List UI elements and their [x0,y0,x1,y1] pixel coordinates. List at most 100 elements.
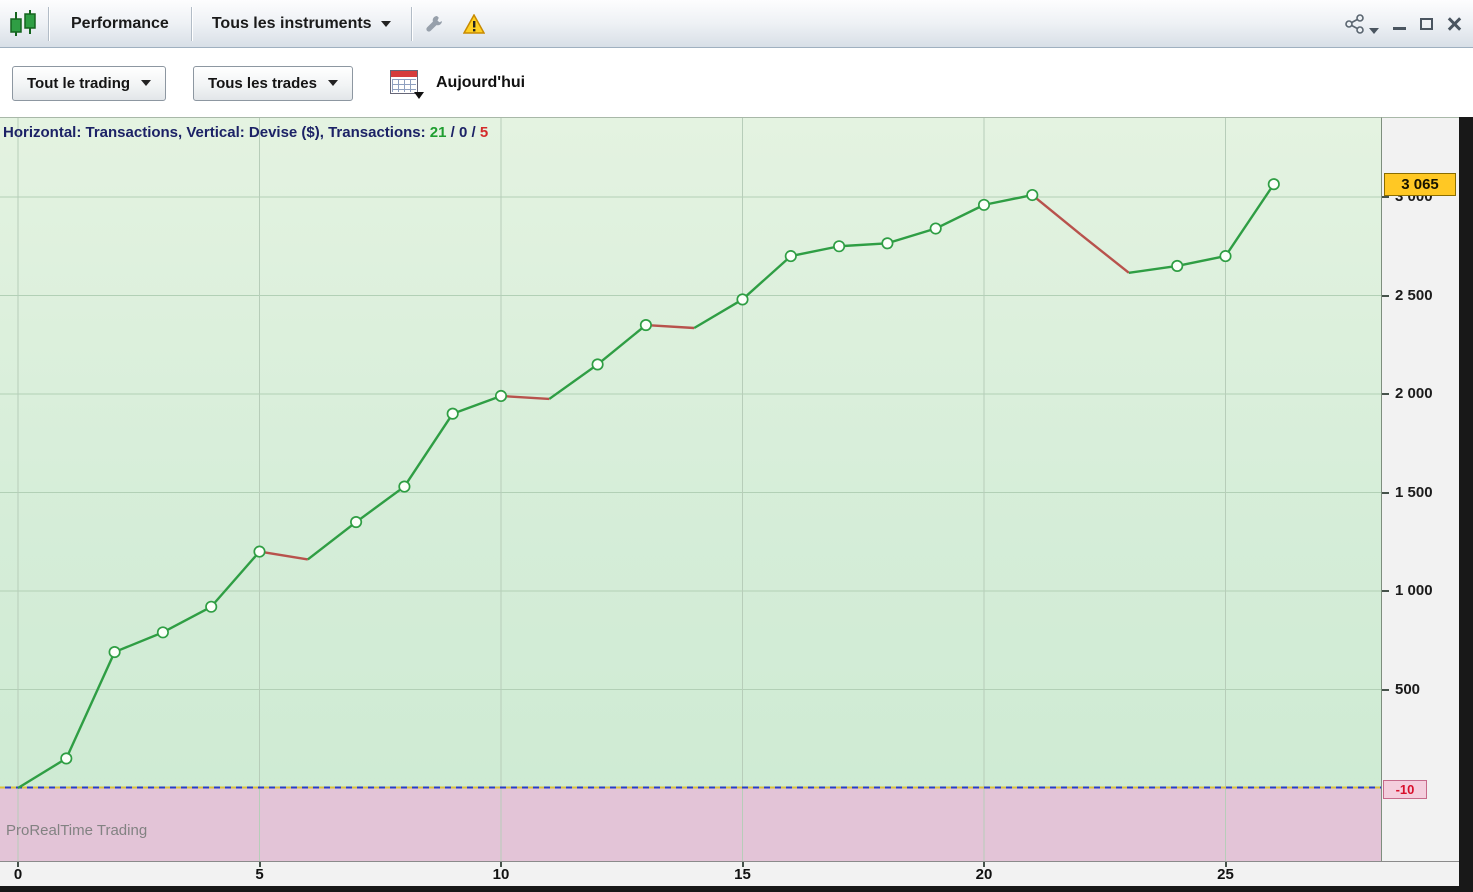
x-tick-label: 10 [492,866,510,883]
window-bottom-edge [0,886,1473,892]
x-axis: 0 5 10 15 20 25 [0,861,1459,886]
losses-count: 5 [479,124,489,141]
equity-segment-loss [1079,233,1130,274]
trade-marker [350,515,363,529]
equity-segment-win [790,245,840,258]
y-tick [1382,688,1389,691]
trade-marker [977,198,991,211]
trading-filter-button[interactable]: Tout le trading [12,65,167,101]
trade-marker [929,222,942,235]
x-tick-label: 25 [1217,866,1234,883]
watermark: ProRealTime Trading [6,822,148,839]
equity-segment-win [935,203,985,230]
equity-segment-win [307,521,357,561]
x-tick-label: 5 [255,866,264,883]
equity-segment-win [403,413,454,488]
trades-filter-button[interactable]: Tous les trades [193,65,353,101]
equity-segment-win [983,193,1033,207]
window-titlebar: Performance Tous les instruments [0,0,1473,48]
calendar-icon[interactable] [389,69,424,99]
equity-segment-win [17,757,67,790]
x-tick [741,862,744,867]
trade-marker [736,293,749,306]
chart-header-prefix: Horizontal: Transactions, Vertical: Devi… [3,124,430,141]
candlestick-chart-icon [0,9,46,38]
current-value-badge: 3 065 [1384,172,1456,196]
trade-marker [156,626,169,639]
maximize-button[interactable] [1420,17,1433,30]
series-svg [0,118,1381,861]
chevron-down-icon [413,91,424,99]
negative-zone [0,788,1381,861]
equity-segment-win [1224,183,1275,257]
x-tick [258,862,261,867]
titlebar-separator [48,6,49,41]
equity-segment-loss [500,394,550,401]
equity-segment-loss [1031,194,1082,236]
settings-wrench-icon[interactable] [414,6,454,42]
trade-marker [1171,259,1184,272]
y-tick-label: 2 500 [1395,286,1433,304]
date-range-group: Aujourd'hui [389,69,526,99]
breakeven-count: 0 [459,124,468,141]
x-tick [17,862,19,867]
instruments-dropdown[interactable]: Tous les instruments [194,15,409,33]
chevron-down-icon [141,80,152,86]
trade-marker [1026,188,1039,202]
equity-segment-win [887,227,937,245]
equity-segment-win [355,485,406,524]
date-range-label: Aujourd'hui [435,74,526,91]
y-tick-label: 1 000 [1395,582,1433,599]
x-tick-label: 20 [975,866,993,883]
trade-marker [60,752,73,765]
trades-filter-label: Tous les trades [208,74,317,92]
y-axis: 3 065 -10 3 000 2 500 2 000 1 500 1 000 500 [1381,117,1459,861]
chevron-down-icon [380,20,391,27]
trade-marker [591,358,604,371]
minimize-button[interactable] [1393,18,1406,30]
close-button[interactable] [1447,17,1461,31]
y-tick-label: 500 [1395,680,1421,698]
trade-marker [253,545,266,558]
trade-marker [1267,178,1280,191]
y-tick [1382,590,1389,592]
calendar-grid [391,78,416,92]
separator: / [467,124,480,141]
y-tick [1382,393,1389,395]
equity-plot[interactable]: Horizontal: Transactions, Vertical: Devi… [0,117,1381,861]
trading-filter-label: Tout le trading [27,74,131,92]
x-tick [1224,862,1227,867]
x-tick-label: 15 [734,866,751,883]
instruments-dropdown-label: Tous les instruments [211,14,372,32]
trade-marker [639,319,652,332]
share-window-icon[interactable] [1343,13,1379,34]
equity-segment-win [741,255,792,301]
zero-level-badge: -10 [1383,780,1427,800]
equity-chart: Horizontal: Transactions, Vertical: Devi… [0,117,1459,886]
equity-segment-win [548,363,599,400]
trade-marker [108,646,121,659]
trade-marker [784,250,797,263]
trade-marker [446,407,459,420]
filters-toolbar: Tout le trading Tous les trades Aujourd'… [0,49,1473,117]
separator: / [446,124,459,141]
trade-marker [881,237,894,250]
equity-segment-win [162,605,212,634]
trade-marker [205,600,218,613]
trade-marker [833,240,846,253]
trade-marker [1219,250,1232,263]
tab-performance[interactable]: Performance [71,14,169,32]
titlebar-separator [190,6,192,41]
chevron-down-icon [327,80,338,86]
wins-count: 21 [429,124,447,141]
y-tick-label: 2 000 [1395,385,1433,402]
equity-segment-win [114,631,164,654]
equity-segment-win [1128,264,1178,275]
equity-segment-win [65,651,116,759]
trade-marker [494,389,508,403]
warning-icon[interactable] [454,6,494,42]
equity-segment-win [839,242,888,248]
chart-header: Horizontal: Transactions, Vertical: Devi… [3,124,488,141]
equity-segment-loss [645,323,695,330]
